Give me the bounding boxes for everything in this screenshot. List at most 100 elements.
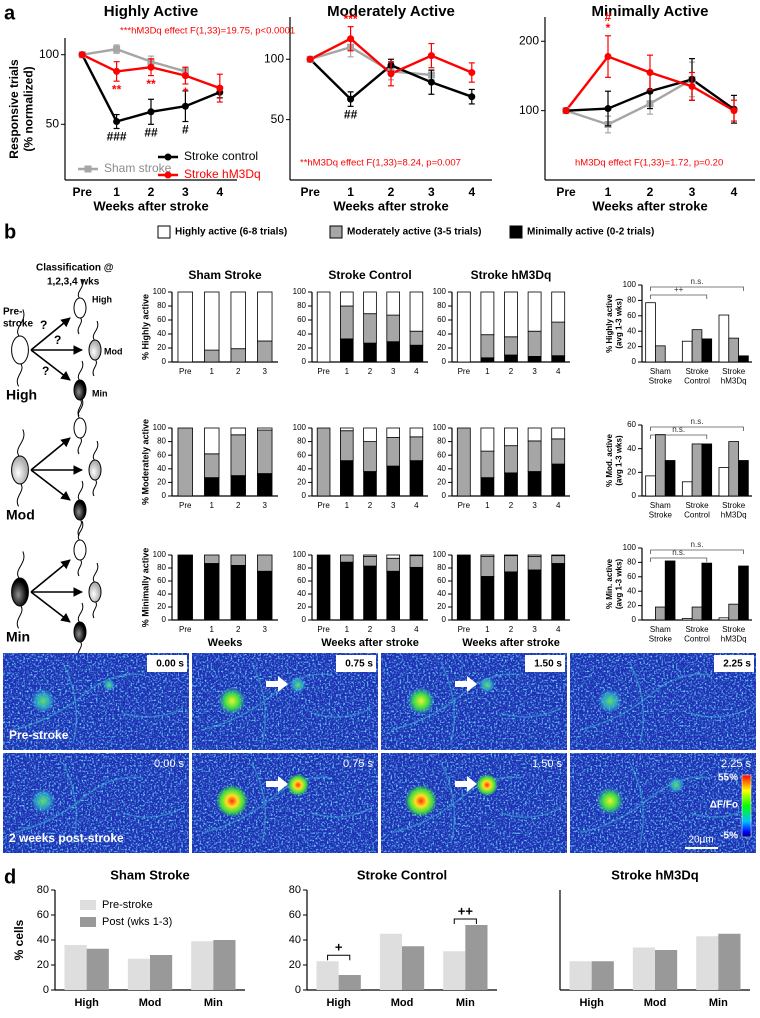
y-tick-label: 80 xyxy=(437,437,446,446)
bar-segment xyxy=(480,477,495,497)
bar xyxy=(701,562,713,621)
x-tick-label: High xyxy=(74,997,99,1009)
y-tick-label: 100 xyxy=(433,287,447,296)
point xyxy=(84,165,92,173)
bar-segment xyxy=(340,561,354,621)
image-process xyxy=(201,762,373,844)
bar-segment xyxy=(340,554,354,563)
x-tick-label: 1 xyxy=(485,625,490,634)
row-condition-label: Pre-stroke xyxy=(9,728,69,742)
x-tick-label: Mod xyxy=(139,997,162,1009)
annotation: ***hM3Dq effect F(1,33)=19.75, p<0.0001 xyxy=(120,26,295,37)
bar xyxy=(379,933,402,990)
chart-title: Stroke Control xyxy=(328,268,411,282)
x-tick-label: 2 xyxy=(236,625,241,634)
y-tick-label: 100 xyxy=(293,550,307,559)
bar-segment xyxy=(551,355,566,363)
x-tick-label: Pre xyxy=(317,625,330,634)
neuron-dendrite xyxy=(77,480,84,502)
bracket-label: n.s. xyxy=(672,548,685,557)
bar xyxy=(691,329,703,363)
bar-segment xyxy=(257,340,273,363)
y-tick-label: 100 xyxy=(153,423,167,432)
y-tick-label: 0 xyxy=(442,615,447,624)
neuron-body xyxy=(73,297,87,319)
chart-title: Sham Stroke xyxy=(188,268,262,282)
bar-segment xyxy=(409,555,424,568)
x-tick-label: 1 xyxy=(345,367,350,376)
chart-title: Stroke Control xyxy=(357,867,447,882)
cell-signal xyxy=(103,679,115,691)
legend-swatch xyxy=(157,225,171,239)
bar xyxy=(738,355,749,363)
x-tick-label: 1 xyxy=(485,501,490,510)
legend-label: Pre-stroke xyxy=(102,899,153,911)
time-label: 2.25 s xyxy=(721,758,751,770)
significance-marker: # xyxy=(182,123,189,137)
arrow xyxy=(30,469,71,501)
neuron-dendrite xyxy=(77,602,84,624)
chart-title: Highly Active xyxy=(104,3,198,20)
bar-segment xyxy=(363,554,377,557)
x-tick-label: Stroke xyxy=(685,367,709,376)
x-tick-label: Min xyxy=(204,997,223,1009)
x-tick-label: Pre xyxy=(179,367,192,376)
x-tick-label: High xyxy=(326,997,351,1009)
bar xyxy=(645,475,656,497)
scale-bar-label: 20µm xyxy=(688,835,713,846)
time-label: 0.00 s xyxy=(154,758,184,770)
outcome-label: Mod xyxy=(104,346,123,356)
neuron-dendrite xyxy=(92,320,99,342)
bracket-label: ++ xyxy=(674,285,684,294)
x-tick-label: 1 xyxy=(605,185,612,199)
bar-segment xyxy=(386,570,400,621)
neuron-dendrite xyxy=(77,398,84,420)
y-tick-label: 20 xyxy=(297,478,306,487)
y-tick-label: 20 xyxy=(157,602,166,611)
y-tick-label: 60 xyxy=(297,315,306,324)
bar xyxy=(664,460,676,497)
x-tick-label: Pre xyxy=(179,501,192,510)
bar-segment xyxy=(409,330,424,346)
y-tick-label: 20 xyxy=(627,342,636,351)
diagram-start-label: stroke xyxy=(3,319,33,330)
x-tick-label: Pre xyxy=(556,185,576,199)
bar-segment xyxy=(230,348,246,363)
y-tick-label: 60 xyxy=(627,311,636,320)
bar-segment xyxy=(551,554,566,557)
point xyxy=(468,93,476,101)
y-axis-label: % cells xyxy=(12,919,26,960)
x-tick-label: 1 xyxy=(345,501,350,510)
y-tick-label: 0 xyxy=(302,357,307,366)
y-tick-label: 20 xyxy=(437,602,446,611)
bar xyxy=(718,617,730,621)
cell-signal xyxy=(476,774,498,796)
point xyxy=(78,51,86,59)
y-tick-label: 40 xyxy=(157,589,166,598)
bar-segment xyxy=(204,453,220,479)
x-axis-label: Weeks after stroke xyxy=(321,637,419,649)
significance-marker: # xyxy=(605,10,612,24)
bracket xyxy=(327,954,351,961)
image-process xyxy=(390,662,562,744)
x-tick-label: 2 xyxy=(509,501,514,510)
bar xyxy=(213,940,236,990)
x-tick-label: Mod xyxy=(391,997,414,1009)
x-tick-label: Pre xyxy=(458,501,471,510)
bar-segment xyxy=(551,321,566,357)
y-tick-label: 100 xyxy=(153,550,167,559)
bar xyxy=(655,606,666,621)
colorbar-label: ΔF/Fo xyxy=(710,800,738,811)
bar xyxy=(64,945,87,990)
y-tick-label: 80 xyxy=(157,301,166,310)
x-tick-label: Pre xyxy=(179,625,192,634)
x-tick-label: Control xyxy=(684,376,710,385)
y-tick-label: 100 xyxy=(39,47,59,61)
significance-marker: *** xyxy=(344,12,358,26)
y-tick-label: 40 xyxy=(437,329,446,338)
neuron-dendrite xyxy=(77,360,84,382)
neuron-body xyxy=(88,339,102,361)
point xyxy=(688,82,696,90)
point xyxy=(730,107,738,115)
